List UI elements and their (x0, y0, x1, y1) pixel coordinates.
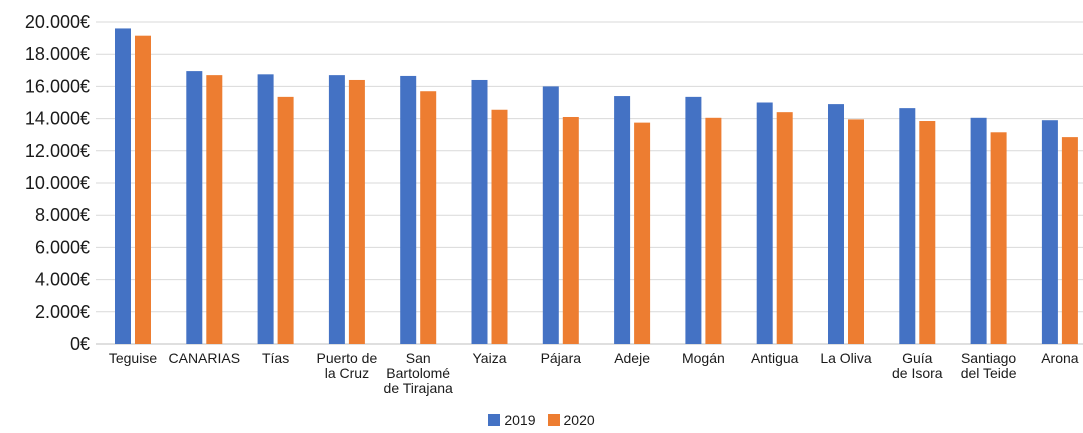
bar-2019 (542, 86, 559, 345)
x-tick-label: Guía de Isora (892, 350, 943, 381)
bar-2020 (919, 121, 936, 344)
x-tick-label: Pájara (541, 350, 582, 366)
y-tick-label: 14.000€ (25, 109, 90, 129)
legend-item-2019: 2019 (488, 412, 536, 428)
y-tick-label: 18.000€ (25, 44, 90, 64)
y-tick-label: 2.000€ (35, 302, 90, 322)
bar-2019 (471, 79, 488, 345)
bar-2020 (634, 122, 651, 344)
legend-label-2020: 2020 (563, 412, 595, 428)
y-tick-label: 20.000€ (25, 12, 90, 32)
legend-swatch-2019 (488, 414, 501, 426)
x-tick-label: Tías (262, 350, 289, 366)
legend: 2019 2020 (0, 412, 1083, 428)
x-tick-label: San Bartolomé de Tirajana (384, 350, 453, 396)
bar-2019 (970, 117, 987, 344)
bar-2020 (776, 112, 793, 344)
bar-2020 (420, 91, 437, 344)
x-tick-label: La Oliva (820, 350, 872, 366)
bar-2019 (186, 71, 203, 344)
x-tick-label: Santiago del Teide (961, 350, 1017, 381)
bar-2020 (277, 96, 294, 345)
bar-2020 (990, 132, 1007, 344)
x-tick-label: Antigua (751, 350, 799, 366)
bar-2020 (491, 109, 508, 345)
bar-2019 (756, 102, 773, 344)
bar-2019 (1041, 120, 1058, 345)
x-tick-label: Adeje (614, 350, 650, 366)
bar-2019 (328, 75, 345, 344)
x-tick-label: CANARIAS (169, 350, 241, 366)
bar-2019 (614, 96, 631, 344)
y-tick-label: 8.000€ (35, 205, 90, 225)
bar-2019 (115, 28, 131, 344)
bar-2020 (348, 79, 365, 345)
bar-2020 (135, 35, 151, 345)
x-tick-label: Teguise (109, 350, 157, 366)
y-tick-label: 16.000€ (25, 76, 90, 96)
y-tick-label: 12.000€ (25, 141, 90, 161)
bars (115, 28, 1078, 345)
y-tick-label: 0€ (70, 334, 90, 354)
bar-2019 (257, 74, 274, 344)
y-tick-label: 10.000€ (25, 173, 90, 193)
x-tick-label: Yaiza (473, 350, 507, 366)
legend-label-2019: 2019 (504, 412, 536, 428)
legend-item-2020: 2020 (547, 412, 595, 428)
y-tick-label: 4.000€ (35, 270, 90, 290)
bar-2019 (400, 75, 417, 344)
x-tick-label: Mogán (682, 350, 725, 366)
bar-2020 (1061, 137, 1078, 344)
bar-2020 (705, 117, 722, 344)
x-tick-label: Puerto de la Cruz (317, 350, 378, 381)
legend-swatch-2020 (547, 414, 560, 426)
bar-2019 (899, 108, 916, 344)
y-tick-label: 6.000€ (35, 237, 90, 257)
bar-2019 (828, 104, 844, 344)
bar-2020 (562, 116, 579, 345)
bar-chart: 0€ 2.000€ 4.000€ 6.000€ 8.000€ 10.000€ 12.000€… (25, 12, 1083, 396)
x-tick-label: Arona (1041, 350, 1079, 366)
bar-2019 (685, 96, 702, 345)
y-axis: 0€ 2.000€ 4.000€ 6.000€ 8.000€ 10.000€ 12.000€… (25, 12, 90, 354)
bar-2020 (206, 75, 223, 344)
bar-2020 (848, 119, 864, 344)
